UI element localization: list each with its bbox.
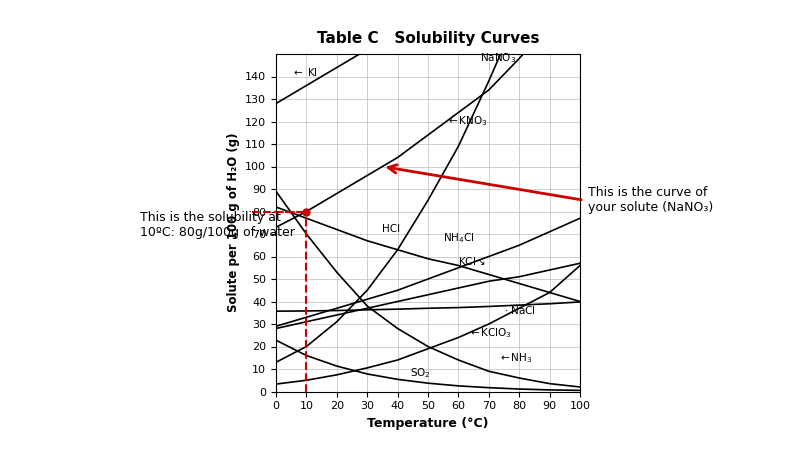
Text: NH$_4$Cl: NH$_4$Cl — [443, 232, 474, 245]
Text: NaNO$_3$: NaNO$_3$ — [480, 52, 516, 65]
Text: SO$_2$: SO$_2$ — [410, 367, 430, 380]
Text: $\leftarrow$KNO$_3$: $\leftarrow$KNO$_3$ — [446, 115, 488, 128]
Text: HCl: HCl — [382, 225, 401, 234]
Text: $\leftarrow$KClO$_3$: $\leftarrow$KClO$_3$ — [467, 326, 511, 340]
Text: This is the curve of
your solute (NaNO₃): This is the curve of your solute (NaNO₃) — [588, 186, 714, 214]
Text: KCl$\searrow$: KCl$\searrow$ — [458, 255, 486, 267]
Text: $\leftarrow$NH$_3$: $\leftarrow$NH$_3$ — [498, 351, 532, 364]
Y-axis label: Solute per 100 g of H₂O (g): Solute per 100 g of H₂O (g) — [226, 133, 239, 312]
Text: This is the solubility at
10ºC: 80g/100g of water: This is the solubility at 10ºC: 80g/100g… — [140, 211, 295, 239]
X-axis label: Temperature (°C): Temperature (°C) — [367, 417, 489, 430]
Text: $\leftarrow$ KI: $\leftarrow$ KI — [291, 66, 318, 78]
Title: Table C   Solubility Curves: Table C Solubility Curves — [317, 31, 539, 46]
Text: $\cdot$ NaCl: $\cdot$ NaCl — [504, 305, 536, 316]
